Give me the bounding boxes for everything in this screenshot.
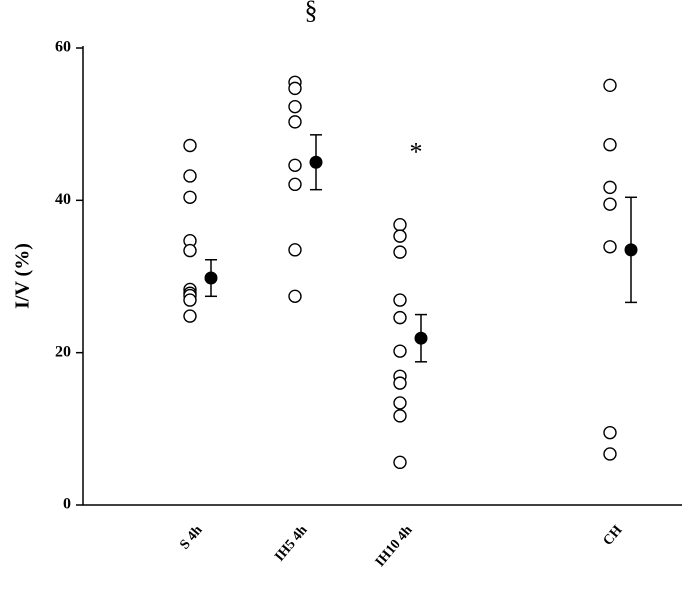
- data-point: [183, 190, 197, 204]
- y-tick-label: 40: [55, 191, 71, 208]
- data-point: [393, 229, 407, 243]
- annotation: §: [305, 0, 318, 24]
- data-point: [393, 455, 407, 470]
- data-point: [393, 396, 407, 410]
- annotation: *: [410, 138, 423, 167]
- y-tick-label: 0: [63, 496, 71, 513]
- data-point: [183, 138, 197, 153]
- data-point: [288, 115, 302, 129]
- data-point: [288, 81, 302, 96]
- mean-point: [309, 155, 323, 169]
- data-point: [393, 409, 407, 423]
- data-point: [603, 78, 617, 93]
- data-point: [603, 425, 617, 440]
- data-point: [288, 289, 302, 304]
- data-point: [393, 376, 407, 390]
- data-point: [288, 243, 302, 257]
- x-tick-label: CH: [601, 523, 626, 549]
- data-point: [393, 310, 407, 325]
- data-point: [393, 218, 407, 232]
- data-point: [183, 309, 197, 323]
- data-point: [288, 99, 302, 114]
- data-point: [183, 243, 197, 258]
- data-point: [393, 293, 407, 307]
- x-tick-label: IH10 4h: [373, 523, 416, 570]
- data-point: [393, 344, 407, 358]
- data-point: [603, 447, 617, 461]
- data-point: [603, 180, 617, 195]
- mean-point: [414, 331, 428, 345]
- data-point: [183, 169, 197, 183]
- data-point: [603, 138, 617, 152]
- x-tick-label: S 4h: [177, 523, 205, 553]
- y-tick-label: 60: [55, 39, 71, 56]
- data-point: [393, 245, 407, 259]
- mean-point: [204, 271, 218, 285]
- mean-point: [624, 243, 638, 257]
- data-point: [603, 197, 617, 211]
- data-point: [288, 158, 302, 172]
- data-point: [603, 240, 617, 254]
- data-point: [183, 293, 197, 307]
- y-axis-label: I/V (%): [12, 243, 34, 309]
- y-tick-label: 20: [55, 343, 71, 360]
- data-point: [288, 177, 302, 192]
- x-tick-label: IH5 4h: [272, 523, 310, 565]
